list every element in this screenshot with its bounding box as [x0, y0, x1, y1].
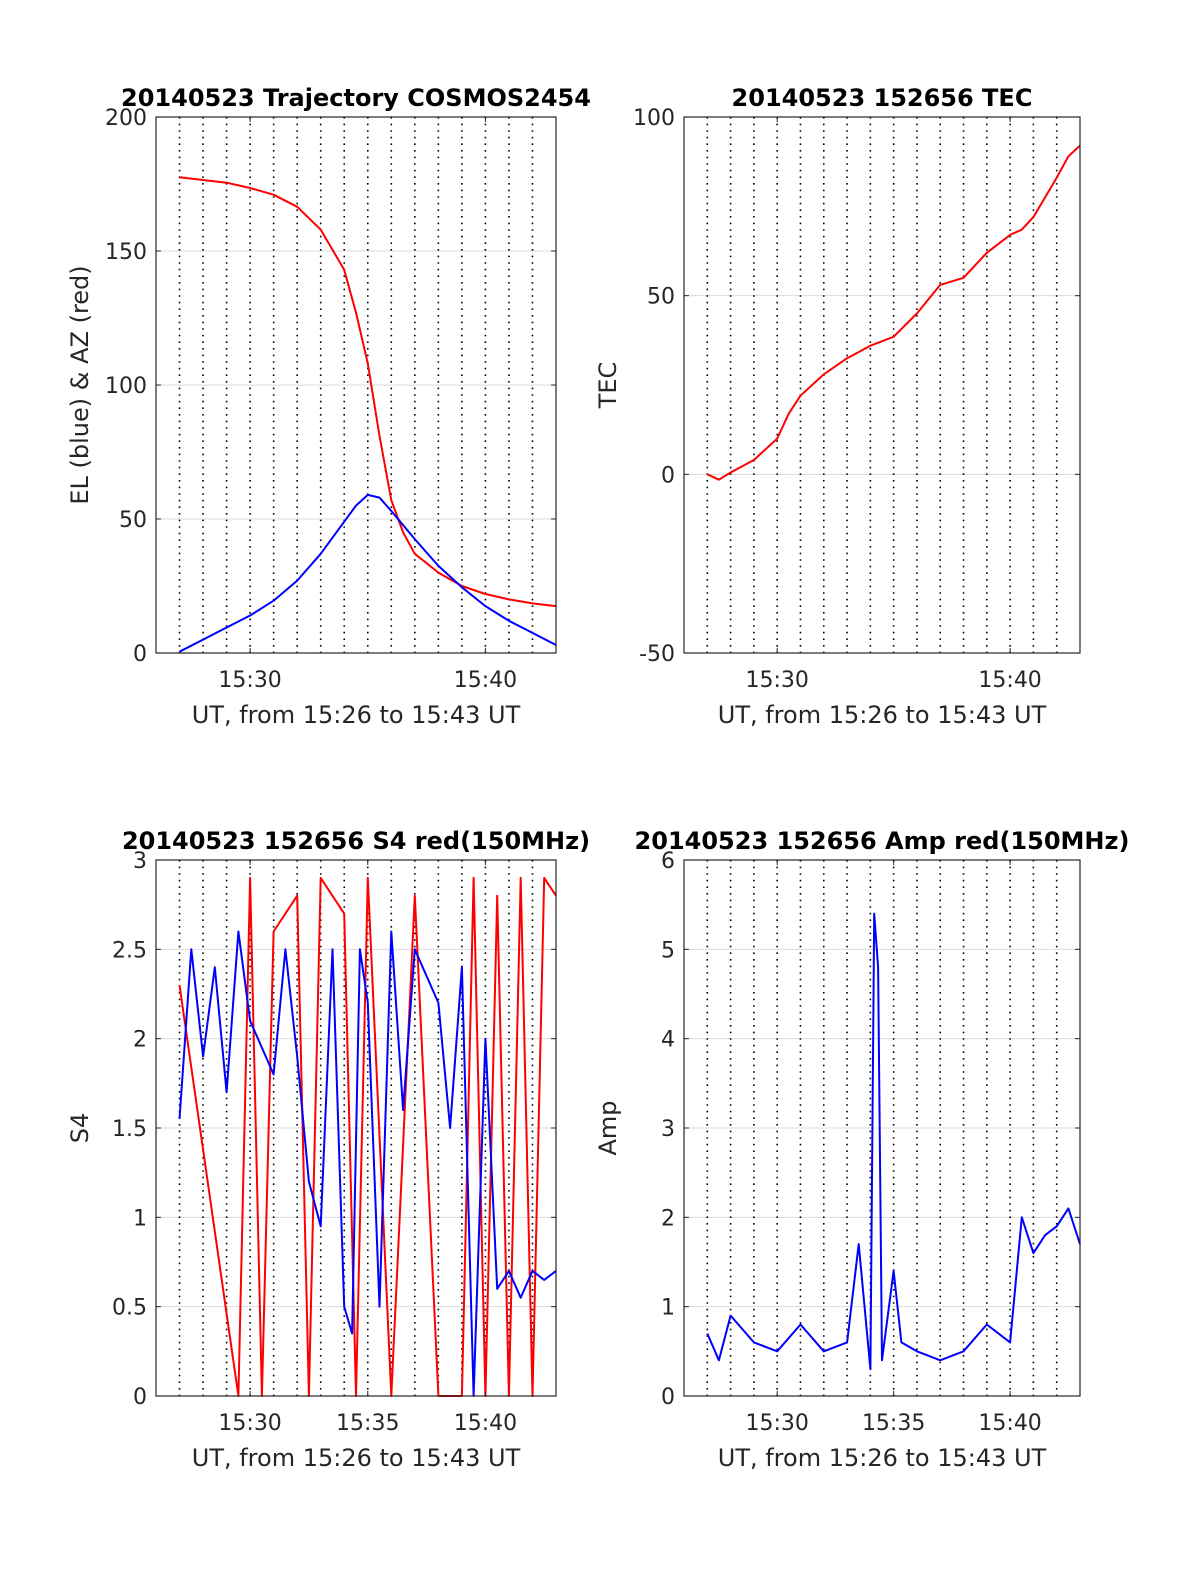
- x-tick-label: 15:30: [745, 1411, 808, 1436]
- x-tick-label: 15:40: [978, 1411, 1041, 1436]
- y-axis-label: TEC: [594, 362, 622, 410]
- y-tick-label: 0: [661, 1385, 675, 1410]
- y-axis-label: Amp: [594, 1100, 622, 1155]
- x-tick-label: 15:35: [862, 1411, 925, 1436]
- y-tick-label: 0: [133, 1385, 147, 1410]
- y-tick-label: 2: [133, 1028, 147, 1053]
- series-red-line: [706, 144, 1081, 481]
- y-tick-label: -50: [639, 642, 675, 667]
- y-tick-label: 4: [661, 1028, 675, 1053]
- y-tick-label: 100: [105, 374, 147, 399]
- panel-trajectory: 0 50 100 150 200 15:30 15:40 20140523 Trajector…: [66, 84, 591, 729]
- y-tick-label: 0: [661, 463, 675, 488]
- x-axis-label: UT, from 15:26 to 15:43 UT: [192, 701, 521, 729]
- x-tick-label: 15:40: [454, 1411, 517, 1436]
- y-tick-label: 6: [661, 849, 675, 874]
- x-tick-label: 15:30: [745, 668, 808, 693]
- series-red-line: [179, 176, 557, 608]
- y-tick-label: 2: [661, 1206, 675, 1231]
- y-tick-label: 100: [633, 106, 675, 131]
- y-tick-label: 150: [105, 240, 147, 265]
- x-axis-label: UT, from 15:26 to 15:43 UT: [718, 701, 1047, 729]
- x-tick-label: 15:30: [218, 1411, 281, 1436]
- x-tick-label: 15:30: [218, 668, 281, 693]
- y-tick-label: 1.5: [112, 1117, 147, 1142]
- y-axis-label: EL (blue) & AZ (red): [66, 265, 94, 504]
- chart-title: 20140523 152656 S4 red(150MHz): [122, 827, 590, 855]
- x-tick-label: 15:40: [978, 668, 1041, 693]
- x-tick-label: 15:35: [336, 1411, 399, 1436]
- x-tick-label: 15:40: [454, 668, 517, 693]
- x-axis-label: UT, from 15:26 to 15:43 UT: [192, 1444, 521, 1472]
- y-axis-label: S4: [66, 1113, 94, 1144]
- y-tick-label: 5: [661, 938, 675, 963]
- chart-title: 20140523 152656 Amp red(150MHz): [635, 827, 1130, 855]
- y-tick-label: 200: [105, 106, 147, 131]
- y-tick-label: 0: [133, 642, 147, 667]
- y-tick-label: 3: [133, 849, 147, 874]
- y-tick-label: 0.5: [112, 1296, 147, 1321]
- series-blue-line: [706, 912, 1081, 1371]
- y-tick-label: 3: [661, 1117, 675, 1142]
- y-tick-label: 1: [661, 1296, 675, 1321]
- panel-tec: -50 0 50 100 15:30 15:40 20140523 152656 TEC UT…: [594, 84, 1081, 729]
- y-tick-label: 50: [647, 285, 675, 310]
- panel-amp: 0 1 2 3 4 5 6 15:30 15:35 15:40 20140523 152656 Am…: [594, 827, 1129, 1472]
- chart-title: 20140523 Trajectory COSMOS2454: [121, 84, 591, 112]
- panel-s4: 0 0.5 1 1.5 2 2.5 3 15:30 15:35 15:40 20140523 152…: [66, 827, 590, 1472]
- series-blue-line: [178, 930, 557, 1397]
- y-tick-label: 1: [133, 1206, 147, 1231]
- axes-box: [683, 116, 1081, 654]
- series-blue-line: [179, 493, 557, 653]
- y-tick-label: 2.5: [112, 938, 147, 963]
- y-tick-label: 50: [119, 508, 147, 533]
- x-axis-label: UT, from 15:26 to 15:43 UT: [718, 1444, 1047, 1472]
- chart-title: 20140523 152656 TEC: [732, 84, 1033, 112]
